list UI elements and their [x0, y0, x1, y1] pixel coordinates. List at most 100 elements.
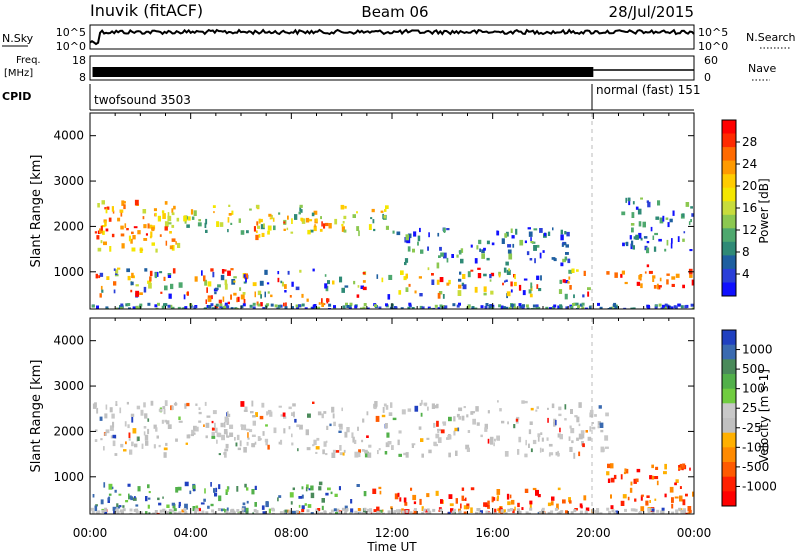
velocity-cell — [95, 504, 98, 507]
velocity-cell — [178, 420, 183, 423]
power-cell — [128, 235, 131, 242]
velocity-cell — [278, 495, 282, 498]
power-cell — [597, 302, 600, 306]
velocity-cell — [687, 506, 692, 512]
power-cell — [301, 217, 304, 222]
colorbar-swatch — [722, 201, 736, 216]
velocity-cell — [418, 426, 422, 430]
power-cell — [157, 215, 161, 222]
velocity-cell — [173, 512, 177, 514]
power-cell — [573, 294, 575, 299]
velocity-cell — [341, 507, 345, 511]
velocity-cell — [185, 442, 188, 445]
power-cell — [313, 210, 318, 215]
velocity-cell — [516, 508, 520, 512]
power-cell — [478, 239, 482, 245]
velocity-cell — [210, 482, 212, 487]
power-cell — [522, 304, 525, 308]
power-cell — [507, 249, 512, 254]
power-cell — [168, 222, 172, 225]
power-cell — [476, 245, 479, 250]
power-cell — [408, 302, 412, 306]
power-cell — [103, 241, 107, 246]
power-cell — [579, 303, 583, 307]
power-cell — [171, 245, 175, 251]
ytick-label: 1000 — [53, 470, 84, 484]
power-cell — [169, 304, 173, 308]
velocity-cell — [410, 487, 413, 491]
power-cell — [660, 307, 664, 309]
power-cell — [221, 306, 224, 309]
power-cell — [635, 234, 639, 240]
velocity-cell — [246, 428, 250, 431]
power-cell — [658, 285, 662, 288]
power-cell — [485, 303, 489, 306]
velocity-cell — [144, 413, 148, 419]
power-cell — [462, 274, 466, 279]
power-cell — [256, 301, 259, 306]
velocity-cell — [465, 497, 467, 501]
velocity-cell — [426, 493, 430, 498]
velocity-cell — [236, 509, 240, 512]
velocity-cell — [178, 501, 181, 507]
power-cell — [173, 205, 176, 210]
power-cell — [439, 246, 442, 251]
power-cell — [356, 226, 360, 231]
velocity-cell — [513, 424, 516, 429]
velocity-cell — [393, 510, 397, 513]
power-cell — [612, 307, 616, 309]
power-cell — [640, 283, 643, 289]
power-cell — [437, 307, 441, 309]
velocity-cell — [183, 508, 187, 511]
velocity-cell — [587, 436, 592, 441]
power-cell — [139, 303, 143, 307]
power-cell — [164, 221, 169, 228]
power-cell — [105, 306, 109, 309]
velocity-cell — [573, 509, 577, 513]
power-cell — [115, 269, 119, 274]
power-cell — [339, 276, 343, 283]
power-cell — [427, 306, 431, 309]
power-cell — [291, 306, 294, 309]
velocity-cell — [487, 438, 490, 444]
velocity-cell — [529, 507, 533, 511]
power-cell — [417, 235, 421, 242]
velocity-cell — [683, 510, 687, 513]
power-cell — [315, 218, 318, 223]
velocity-cell — [598, 405, 602, 409]
velocity-cell — [589, 426, 592, 432]
velocity-cell — [198, 407, 201, 410]
velocity-cell — [685, 493, 688, 497]
power-cell — [171, 212, 175, 216]
velocity-cell — [454, 427, 458, 432]
velocity-cell — [381, 509, 384, 512]
power-cell — [228, 204, 231, 207]
velocity-cell — [358, 452, 361, 458]
velocity-cell — [433, 422, 436, 428]
power-cell — [629, 235, 632, 240]
velocity-cell — [420, 412, 423, 417]
velocity-cell — [220, 422, 224, 428]
velocity-cell — [211, 431, 215, 437]
colorbar-tick-label: 25 — [742, 401, 757, 415]
velocity-cell — [394, 493, 399, 500]
power-cell — [671, 283, 675, 287]
power-cell — [205, 299, 207, 304]
power-cell — [508, 307, 512, 309]
power-cell — [98, 275, 101, 279]
power-cell — [105, 307, 109, 309]
velocity-cell — [379, 509, 383, 513]
power-cell — [219, 222, 224, 227]
power-cell — [106, 206, 110, 210]
velocity-cell — [111, 413, 115, 419]
velocity-cell — [117, 505, 121, 509]
colorbar-tick-label: 16 — [742, 201, 757, 215]
power-cell — [277, 277, 280, 283]
velocity-cell — [574, 415, 578, 418]
velocity-cell — [447, 511, 451, 514]
velocity-cell — [313, 439, 317, 446]
velocity-cell — [344, 509, 348, 513]
power-cell — [502, 282, 504, 286]
velocity-cell — [390, 506, 393, 510]
velocity-cell — [550, 501, 554, 506]
